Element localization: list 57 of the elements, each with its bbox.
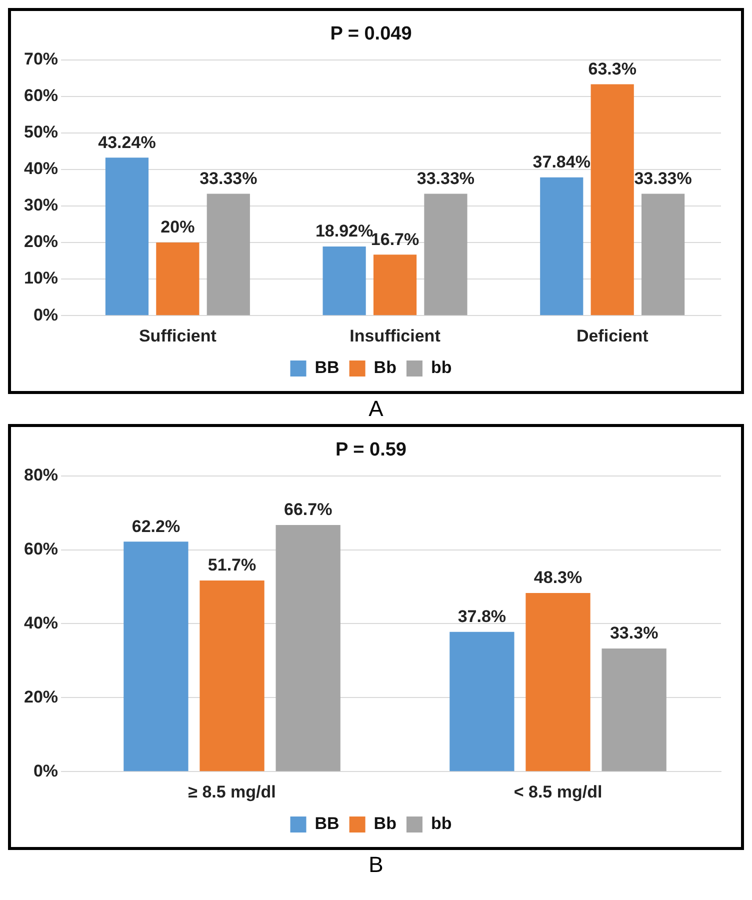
data-label: 66.7% bbox=[284, 500, 332, 520]
y-tick-label: 0% bbox=[33, 761, 58, 780]
data-label: 62.2% bbox=[132, 516, 180, 536]
bar bbox=[156, 242, 200, 316]
y-tick-label: 0% bbox=[33, 305, 58, 324]
data-label: 37.8% bbox=[458, 607, 506, 626]
bar bbox=[373, 254, 417, 316]
y-tick-label: 60% bbox=[24, 539, 58, 558]
y-tick-label: 70% bbox=[24, 49, 58, 68]
text: B bbox=[368, 851, 384, 879]
legend-label: bb bbox=[430, 814, 452, 834]
chart-title: P = 0.049 bbox=[330, 24, 412, 45]
data-label: 43.24% bbox=[98, 132, 156, 152]
bar bbox=[641, 194, 685, 316]
bar bbox=[540, 177, 584, 316]
y-tick-label: 20% bbox=[24, 232, 58, 252]
bar bbox=[105, 158, 149, 316]
x-tick-label: Insufficient bbox=[350, 326, 441, 346]
legend-label: Bb bbox=[374, 358, 396, 378]
bar bbox=[276, 524, 340, 772]
y-tick-label: 30% bbox=[24, 196, 58, 215]
bar bbox=[200, 580, 264, 772]
text: A bbox=[368, 395, 384, 423]
y-tick-label: 40% bbox=[24, 159, 58, 178]
y-tick-label: 60% bbox=[24, 86, 58, 106]
data-label: 33.33% bbox=[634, 168, 692, 188]
data-label: 51.7% bbox=[208, 556, 256, 575]
data-label: 33.33% bbox=[200, 168, 258, 188]
y-tick-label: 10% bbox=[24, 268, 58, 288]
x-tick-label: Sufficient bbox=[138, 326, 217, 346]
legend-label: BB bbox=[314, 358, 340, 378]
data-label: 63.3% bbox=[588, 59, 636, 78]
x-tick-label: Deficient bbox=[576, 326, 649, 346]
data-label: 18.92% bbox=[315, 222, 374, 241]
legend-label: bb bbox=[430, 358, 452, 378]
y-tick-label: 50% bbox=[24, 122, 58, 142]
bar bbox=[450, 632, 514, 772]
legend-label: Bb bbox=[374, 814, 396, 834]
bar bbox=[590, 84, 634, 316]
chart-title: P = 0.59 bbox=[336, 440, 406, 461]
data-label: 33.33% bbox=[416, 168, 475, 188]
data-label: 20% bbox=[160, 218, 195, 237]
legend-label: BB bbox=[314, 814, 340, 834]
bar bbox=[424, 194, 468, 316]
bar bbox=[124, 542, 188, 772]
x-tick-label: ≥ 8.5 mg/dl bbox=[188, 782, 276, 802]
data-label: 33.3% bbox=[610, 624, 658, 643]
bar bbox=[206, 194, 250, 316]
x-tick-label: < 8.5 mg/dl bbox=[514, 782, 602, 802]
data-label: 48.3% bbox=[534, 568, 582, 588]
data-label: 37.84% bbox=[532, 152, 590, 172]
y-tick-label: 80% bbox=[24, 465, 58, 484]
bar bbox=[602, 648, 666, 772]
bar bbox=[526, 593, 590, 772]
y-tick-label: 40% bbox=[24, 613, 58, 632]
y-tick-label: 20% bbox=[24, 687, 58, 706]
bar bbox=[322, 246, 366, 316]
